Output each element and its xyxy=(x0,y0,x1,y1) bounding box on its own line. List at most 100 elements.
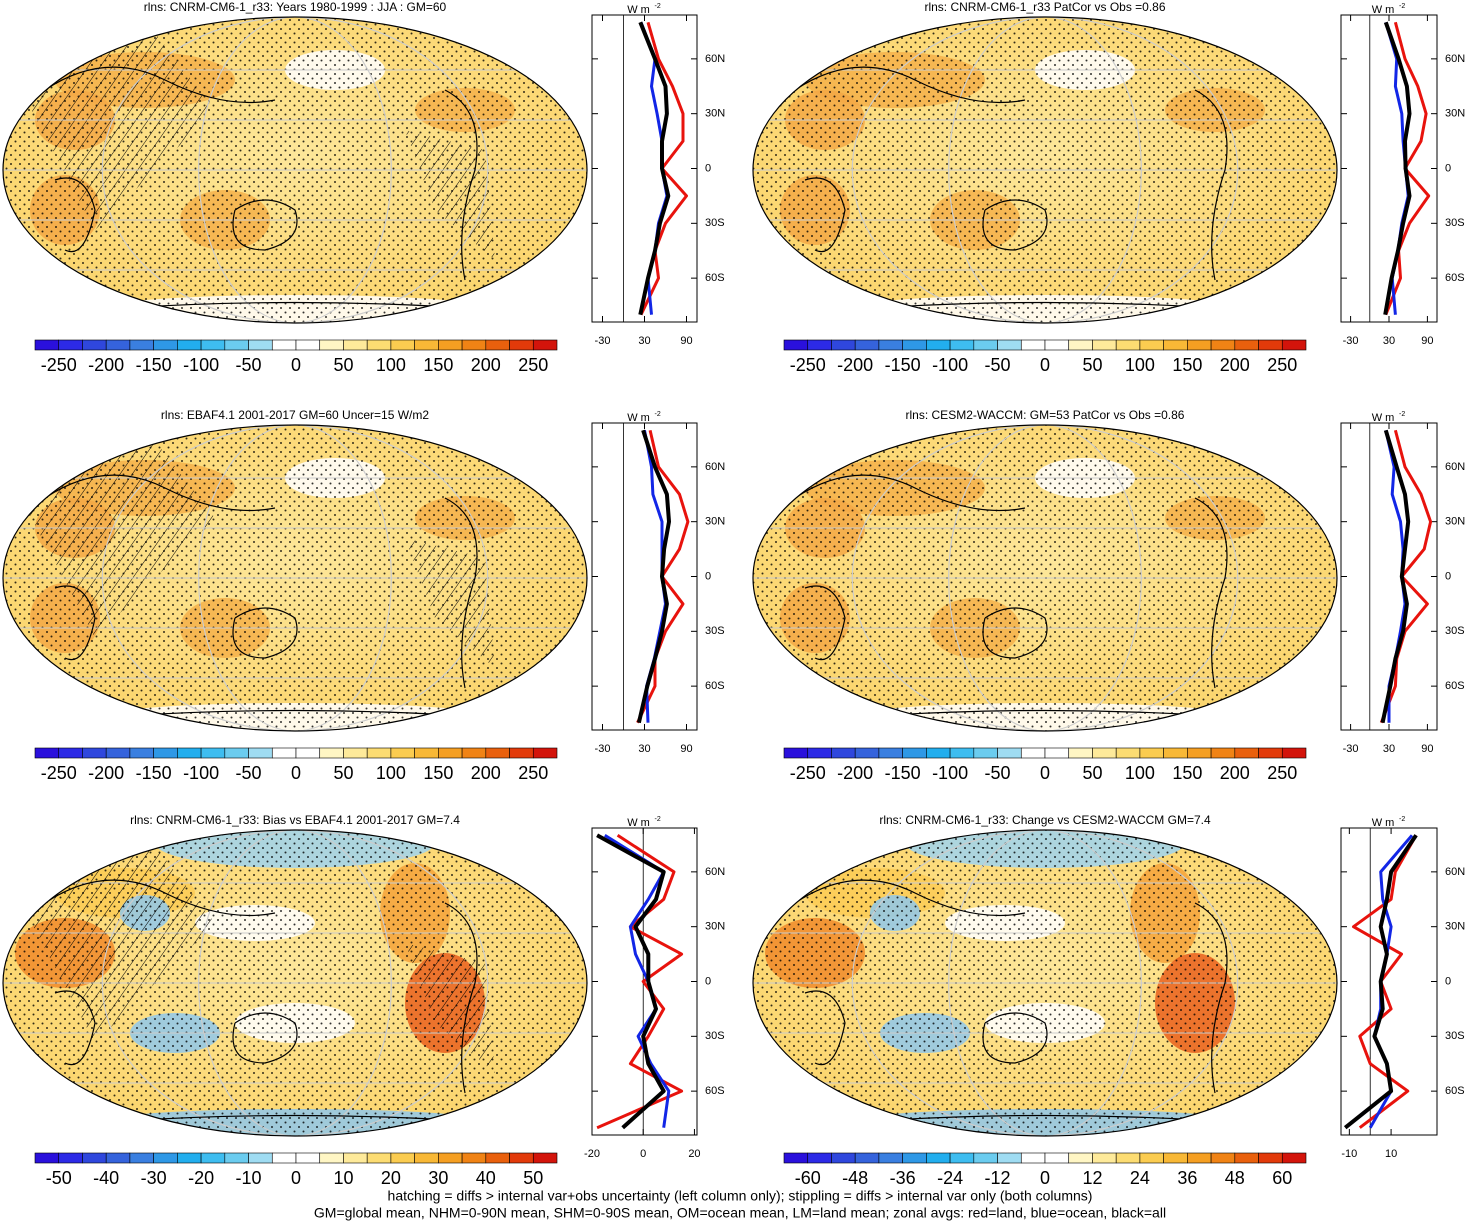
colorbar-box xyxy=(366,339,392,351)
colorbar-label: -200 xyxy=(88,763,124,783)
colorbar-label: 24 xyxy=(1130,1168,1150,1188)
panel-title: rlns: CESM2-WACCM: GM=53 PatCor vs Obs =… xyxy=(906,408,1185,422)
colorbar-box xyxy=(1139,747,1164,759)
colorbar-box xyxy=(153,339,178,351)
colorbar-box xyxy=(390,339,415,351)
y-tick-label: 30N xyxy=(1445,108,1465,120)
colorbar-box xyxy=(1210,747,1236,759)
colorbar-box xyxy=(414,339,439,351)
colorbar-box xyxy=(271,747,297,759)
colorbar-label: 50 xyxy=(333,763,353,783)
colorbar-box xyxy=(926,1152,951,1164)
colorbar-box xyxy=(509,1152,534,1164)
colorbar-box xyxy=(295,1152,321,1164)
colorbar-box xyxy=(1281,339,1307,351)
map xyxy=(2,424,588,732)
y-tick-label: 60S xyxy=(1445,272,1465,284)
colorbar-label: -50 xyxy=(236,355,262,375)
colorbar-label: 200 xyxy=(1220,355,1250,375)
colorbar-box xyxy=(949,1152,975,1164)
map-border xyxy=(2,829,588,1137)
colorbar-box xyxy=(129,1152,154,1164)
colorbar-box xyxy=(461,1152,487,1164)
y-tick-label: 30S xyxy=(1445,1030,1465,1042)
colorbar-box xyxy=(807,339,832,351)
colorbar-label: -200 xyxy=(88,355,124,375)
colorbar-box xyxy=(831,339,856,351)
colorbar-box xyxy=(200,339,226,351)
map-layers xyxy=(753,425,1337,731)
colorbar-box xyxy=(200,1152,226,1164)
panel-title: rlns: CNRM-CM6-1_r33 PatCor vs Obs =0.86 xyxy=(924,0,1165,14)
colorbar-label: -200 xyxy=(837,355,873,375)
colorbar-box xyxy=(854,747,880,759)
colorbar-box xyxy=(1068,339,1093,351)
graticule xyxy=(851,830,1239,1136)
colorbar-label: -250 xyxy=(790,763,826,783)
colorbar-label: 250 xyxy=(1267,355,1297,375)
panel-title: rlns: CNRM-CM6-1_r33: Change vs CESM2-WA… xyxy=(879,813,1211,827)
colorbar-label: -36 xyxy=(890,1168,916,1188)
footer-line: GM=global mean, NHM=0-90N mean, SHM=0-90… xyxy=(314,1205,1166,1221)
y-tick-label: 60N xyxy=(1445,53,1465,65)
colorbar-label: 50 xyxy=(333,355,353,375)
colorbar-label: 100 xyxy=(1125,355,1155,375)
colorbar-box xyxy=(319,1152,344,1164)
colorbar-box xyxy=(509,339,534,351)
map-layers xyxy=(3,830,587,1136)
colorbar-box xyxy=(461,747,487,759)
colorbar-label: 250 xyxy=(518,763,548,783)
colorbar-box xyxy=(831,747,856,759)
colorbar-box xyxy=(1139,1152,1164,1164)
y-tick-label: 60S xyxy=(705,1085,725,1097)
colorbar-box xyxy=(224,1152,249,1164)
colorbar-label: -200 xyxy=(837,763,873,783)
unit-label: W m xyxy=(1372,4,1395,16)
colorbar-label: 200 xyxy=(471,763,501,783)
graticule xyxy=(198,425,392,731)
colorbar-box xyxy=(783,339,809,351)
colorbar-box xyxy=(926,747,951,759)
colorbar-box xyxy=(1210,1152,1236,1164)
colorbar-box xyxy=(1020,339,1046,351)
zonal-line xyxy=(1352,834,1418,1129)
x-tick-label: 0 xyxy=(640,1148,646,1160)
profile-frame xyxy=(1340,14,1438,323)
colorbar-box xyxy=(129,747,154,759)
graticule xyxy=(198,17,392,323)
x-tick-label: -30 xyxy=(595,335,611,347)
colorbar-box xyxy=(414,1152,439,1164)
colorbar-box xyxy=(105,339,131,351)
colorbar-box xyxy=(926,339,951,351)
colorbar-label: 200 xyxy=(1220,763,1250,783)
colorbar-box xyxy=(58,1152,83,1164)
colorbar-box xyxy=(1281,747,1307,759)
y-tick-label: 0 xyxy=(705,975,711,987)
colorbar-box xyxy=(248,339,273,351)
colorbar-label: -20 xyxy=(188,1168,214,1188)
colorbar-label: 0 xyxy=(291,763,301,783)
colorbar-box xyxy=(485,747,510,759)
zonal-line xyxy=(596,834,684,1130)
colorbar-label: 60 xyxy=(1272,1168,1292,1188)
panel-title: rlns: CNRM-CM6-1_r33: Bias vs EBAF4.1 20… xyxy=(130,813,460,827)
colorbar-box xyxy=(1258,747,1283,759)
colorbar-label: -50 xyxy=(236,763,262,783)
map-border xyxy=(752,829,1338,1137)
y-tick-label: 0 xyxy=(1445,570,1451,582)
x-tick-label: -30 xyxy=(1343,335,1359,347)
colorbar-box xyxy=(248,1152,273,1164)
colorbar-box xyxy=(295,339,321,351)
map xyxy=(752,16,1338,324)
colorbar-box xyxy=(1234,747,1259,759)
colorbar-box xyxy=(271,1152,297,1164)
coastline xyxy=(794,879,1246,1124)
colorbar-box xyxy=(390,747,415,759)
graticule xyxy=(851,17,1239,323)
graticule xyxy=(851,425,1239,731)
colorbar-box xyxy=(295,747,321,759)
colorbar-box xyxy=(1068,1152,1093,1164)
colorbar-label: 150 xyxy=(423,355,453,375)
colorbar-label: -50 xyxy=(46,1168,72,1188)
x-tick-label: -30 xyxy=(1343,743,1359,755)
